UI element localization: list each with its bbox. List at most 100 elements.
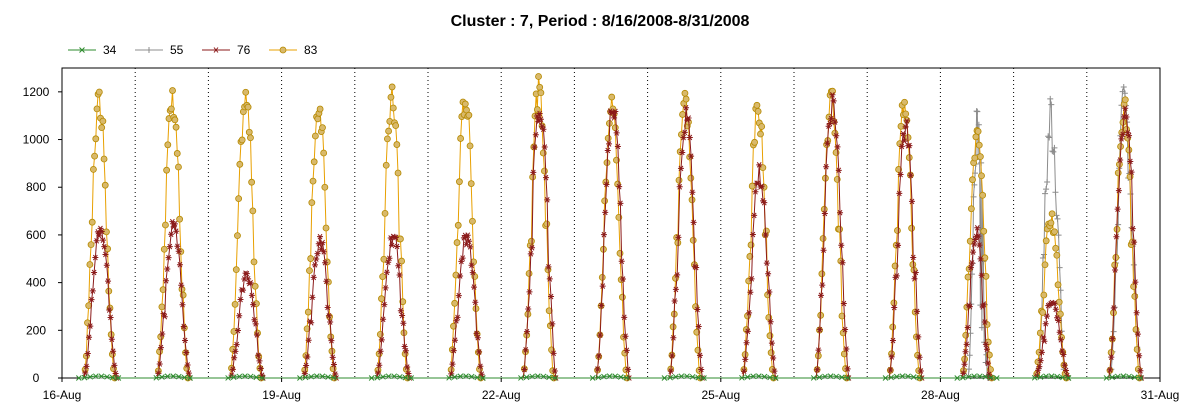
data-point [836, 225, 844, 233]
data-point [187, 375, 193, 381]
data-point [537, 89, 545, 97]
data-point [323, 278, 330, 285]
data-point [954, 375, 961, 381]
data-point [83, 363, 90, 370]
data-point [306, 267, 313, 275]
data-point [902, 110, 910, 118]
data-point [905, 373, 911, 380]
data-point [1059, 348, 1066, 354]
data-point [402, 374, 409, 381]
data-point [618, 374, 624, 380]
data-point [1041, 338, 1048, 345]
data-point [98, 373, 105, 380]
data-point [698, 366, 705, 373]
data-point [1114, 206, 1121, 212]
data-point [157, 344, 164, 351]
data-point [446, 374, 452, 381]
data-point [689, 236, 697, 244]
data-point [1048, 373, 1055, 379]
data-point [973, 108, 980, 115]
data-point [1048, 210, 1056, 218]
data-point [399, 312, 406, 319]
data-point [696, 352, 703, 359]
data-point [611, 115, 618, 121]
data-point [1056, 329, 1063, 336]
data-point [1109, 374, 1115, 381]
data-point [304, 354, 311, 360]
data-point [901, 98, 908, 106]
data-point [758, 123, 766, 130]
data-point [915, 334, 922, 340]
data-point [102, 251, 109, 258]
data-point [402, 347, 409, 354]
data-point [819, 235, 827, 242]
data-point [235, 195, 243, 203]
data-point [1110, 305, 1117, 311]
data-point [968, 260, 975, 266]
data-point [682, 95, 690, 103]
data-point [450, 322, 457, 330]
data-point [828, 115, 835, 122]
data-point [835, 167, 842, 174]
y-tick-label: 800 [26, 180, 46, 194]
data-point [328, 337, 335, 344]
data-point [319, 239, 326, 246]
data-point [677, 165, 684, 172]
data-point [829, 91, 836, 98]
data-point [625, 366, 632, 373]
data-point [165, 254, 172, 261]
data-point [1052, 189, 1059, 196]
data-point [84, 350, 91, 357]
y-tick-label: 600 [26, 228, 46, 242]
data-point [529, 244, 536, 251]
data-point [93, 105, 101, 113]
data-point [818, 270, 826, 278]
data-point [105, 278, 112, 284]
data-point [238, 136, 246, 144]
data-point [533, 106, 541, 113]
data-point [614, 143, 621, 150]
data-point [374, 374, 381, 381]
data-point [1124, 129, 1131, 136]
data-point [690, 219, 697, 226]
data-point [748, 182, 756, 190]
data-point [232, 348, 239, 355]
data-point [891, 304, 898, 311]
data-point [391, 373, 398, 380]
data-point [616, 183, 623, 190]
data-point [741, 368, 748, 375]
data-point [252, 321, 259, 327]
data-point [701, 375, 707, 381]
data-point [612, 373, 619, 380]
data-point [322, 259, 329, 266]
data-point [910, 374, 917, 380]
data-point [1054, 215, 1061, 222]
data-point [762, 232, 769, 238]
data-point [103, 262, 110, 269]
data-point [532, 131, 539, 138]
data-point [229, 366, 236, 373]
y-tick-label: 200 [26, 323, 46, 337]
data-point [401, 343, 408, 350]
data-point [1115, 187, 1122, 194]
data-point [685, 115, 692, 121]
data-point [986, 371, 993, 378]
data-point [1040, 334, 1047, 340]
data-point [1055, 232, 1062, 239]
data-point [477, 363, 484, 370]
data-point [755, 373, 762, 379]
data-point [744, 374, 751, 380]
data-point [1137, 375, 1144, 381]
data-point [468, 262, 475, 269]
data-point [245, 128, 253, 136]
data-point [255, 352, 262, 359]
data-point [325, 374, 331, 380]
data-point [82, 370, 89, 376]
data-point [671, 298, 678, 304]
data-point [891, 262, 899, 270]
data-point [1126, 373, 1132, 380]
data-point [311, 262, 318, 268]
data-point [1120, 373, 1127, 379]
data-point [1041, 261, 1049, 269]
data-point [684, 373, 690, 380]
